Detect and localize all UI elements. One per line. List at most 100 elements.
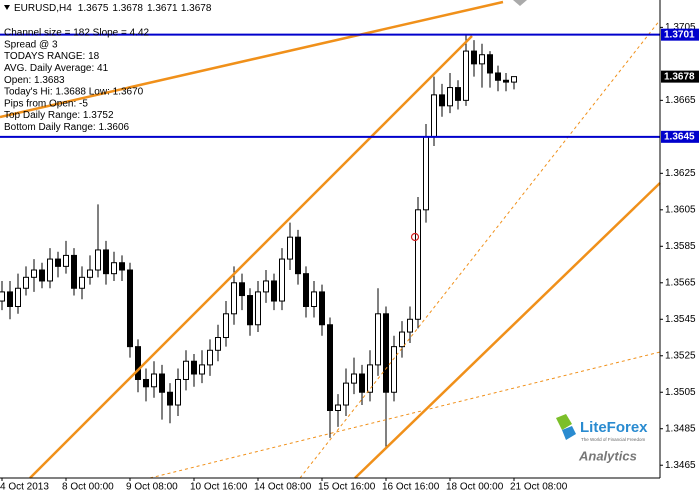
candle-body — [327, 324, 333, 411]
candle-body — [63, 254, 69, 267]
y-tick-label: 1.3485 — [665, 423, 696, 434]
candle-body — [143, 378, 149, 388]
candle-body — [295, 236, 301, 275]
candle-body — [479, 54, 485, 65]
logo-tagline: The World of Financial Freedom — [581, 437, 645, 442]
y-tick-label: 1.3705 — [665, 22, 696, 33]
info-line: Pips from Open: -5 — [4, 98, 88, 109]
y-tick-label: 1.3625 — [665, 168, 696, 179]
info-line: TODAYS RANGE: 18 — [4, 51, 100, 62]
candle-body — [511, 76, 517, 83]
channel-midline — [299, 19, 661, 479]
logo-name: LiteForex — [580, 419, 648, 436]
candle-body — [95, 249, 101, 271]
candle-body — [431, 94, 437, 138]
candle-body — [311, 291, 317, 308]
y-tick-label: 1.3525 — [665, 350, 696, 361]
candle-body — [159, 373, 165, 393]
candle-body — [119, 262, 125, 271]
x-tick-label: 18 Oct 00:00 — [446, 482, 504, 493]
candle-body — [191, 360, 197, 375]
candle-body — [15, 287, 21, 308]
candle-body — [423, 136, 429, 211]
drawings — [0, 0, 661, 479]
candle-body — [47, 258, 53, 282]
candle-body — [495, 72, 501, 81]
candle-body — [223, 313, 229, 339]
candle-body — [367, 364, 373, 393]
current-price-box — [661, 70, 699, 83]
candle-body — [199, 364, 205, 375]
candle-body — [319, 291, 325, 326]
candle-body — [375, 313, 381, 366]
candle-body — [55, 258, 61, 267]
logo: LiteForex The World of Financial Freedom… — [548, 408, 648, 468]
x-tick-label: 14 Oct 08:00 — [254, 482, 312, 493]
candle-body — [415, 209, 421, 320]
header-field: 1.3678 — [112, 3, 143, 14]
candle-body — [447, 87, 453, 107]
candle-body — [231, 282, 237, 315]
info-line: AVG. Daily Average: 41 — [4, 63, 109, 74]
candle-body — [263, 280, 269, 293]
candle-body — [87, 269, 93, 278]
candle-body — [303, 273, 309, 308]
header-field: 1.3671 — [147, 3, 178, 14]
candle-body — [359, 373, 365, 393]
y-tick-label: 1.3505 — [665, 387, 696, 398]
candle-body — [287, 236, 293, 260]
candle-body — [391, 346, 397, 393]
candle-body — [279, 258, 285, 302]
x-tick-label: 16 Oct 16:00 — [382, 482, 440, 493]
candle-body — [79, 276, 85, 289]
candle-body — [31, 269, 37, 278]
candle-body — [215, 337, 221, 351]
x-tick-label: 9 Oct 08:00 — [126, 482, 178, 493]
candle-body — [151, 373, 157, 388]
candle-body — [407, 318, 413, 333]
candle-body — [7, 291, 13, 308]
candle-body — [255, 291, 261, 326]
price-box — [661, 130, 699, 143]
info-line: Today's Hi: 1.3688 Low: 1.3670 — [4, 87, 144, 98]
candle-body — [247, 295, 253, 326]
y-tick-label: 1.3545 — [665, 314, 696, 325]
y-tick-label: 1.3585 — [665, 241, 696, 252]
candle-body — [135, 346, 141, 380]
x-tick-label: 10 Oct 16:00 — [190, 482, 248, 493]
candle-body — [127, 269, 133, 348]
y-tick-label: 1.3565 — [665, 277, 696, 288]
candle-body — [455, 87, 461, 101]
info-line: Spread @ 3 — [4, 39, 58, 50]
candle-body — [471, 50, 477, 65]
x-tick-label: 4 Oct 2013 — [0, 482, 49, 493]
x-tick-label: 15 Oct 16:00 — [318, 482, 376, 493]
header-field: 1.3678 — [181, 3, 212, 14]
candle-body — [183, 360, 189, 380]
header: EURUSD,H4 1.3675 1.3678 1.3671 1.3678 — [14, 3, 212, 14]
candle-body — [0, 291, 5, 302]
info-line: Open: 1.3683 — [4, 75, 65, 86]
candle-body — [351, 373, 357, 384]
candle-body — [71, 254, 77, 289]
candle-body — [463, 50, 469, 101]
header-field: EURUSD,H4 — [14, 3, 72, 14]
candle-body — [399, 331, 405, 348]
logo-icon — [562, 426, 576, 440]
candle-body — [175, 378, 181, 406]
price-box-label: 1.3645 — [664, 131, 695, 142]
info-line: Top Daily Range: 1.3752 — [4, 110, 114, 121]
menu-icon[interactable] — [4, 5, 10, 10]
candle-body — [439, 94, 445, 107]
signal-marker — [410, 232, 420, 242]
channel-line — [0, 0, 504, 119]
candle-body — [39, 269, 45, 282]
overlay — [0, 33, 660, 138]
candle-body — [239, 282, 245, 297]
candle-body — [383, 313, 389, 393]
candle-body — [103, 249, 109, 275]
logo-icon — [556, 414, 572, 430]
candle-body — [271, 280, 277, 302]
